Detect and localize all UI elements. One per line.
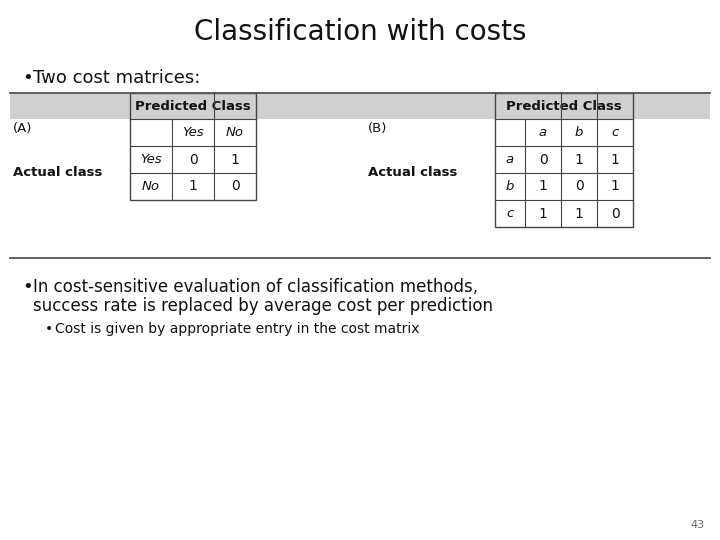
Text: Actual class: Actual class	[13, 166, 102, 179]
Text: •: •	[22, 278, 32, 296]
Text: Yes: Yes	[140, 153, 162, 166]
Bar	[130, 93, 256, 200]
Text: 1: 1	[539, 179, 547, 193]
Text: 0: 0	[539, 152, 547, 166]
Text: 0: 0	[575, 179, 583, 193]
Text: (A): (A)	[13, 122, 32, 135]
Text: a: a	[506, 153, 514, 166]
Text: 1: 1	[539, 206, 547, 220]
Text: •: •	[22, 69, 32, 87]
Bar	[10, 93, 710, 119]
Text: •: •	[45, 322, 53, 336]
Text: b: b	[506, 180, 514, 193]
Text: c: c	[611, 126, 618, 139]
Text: (B): (B)	[368, 122, 387, 135]
Bar	[495, 93, 633, 227]
Text: 1: 1	[189, 179, 197, 193]
Bar	[495, 93, 633, 119]
Text: 1: 1	[575, 206, 583, 220]
Text: Actual class: Actual class	[368, 166, 457, 179]
Text: No: No	[226, 126, 244, 139]
Text: No: No	[142, 180, 160, 193]
Text: 1: 1	[611, 179, 619, 193]
Text: Predicted Class: Predicted Class	[135, 99, 251, 112]
Text: b: b	[575, 126, 583, 139]
Text: 1: 1	[611, 152, 619, 166]
Text: Two cost matrices:: Two cost matrices:	[33, 69, 200, 87]
Text: Predicted Class: Predicted Class	[506, 99, 622, 112]
Text: In cost-sensitive evaluation of classification methods,: In cost-sensitive evaluation of classifi…	[33, 278, 478, 296]
Text: 0: 0	[189, 152, 197, 166]
Text: 43: 43	[691, 520, 705, 530]
Text: c: c	[506, 207, 513, 220]
Text: 0: 0	[230, 179, 239, 193]
Text: Cost is given by appropriate entry in the cost matrix: Cost is given by appropriate entry in th…	[55, 322, 420, 336]
Text: Classification with costs: Classification with costs	[194, 18, 526, 46]
Bar	[130, 93, 256, 119]
Text: Yes: Yes	[182, 126, 204, 139]
Text: a: a	[539, 126, 547, 139]
Text: 0: 0	[611, 206, 619, 220]
Text: success rate is replaced by average cost per prediction: success rate is replaced by average cost…	[33, 297, 493, 315]
Text: 1: 1	[230, 152, 240, 166]
Text: 1: 1	[575, 152, 583, 166]
